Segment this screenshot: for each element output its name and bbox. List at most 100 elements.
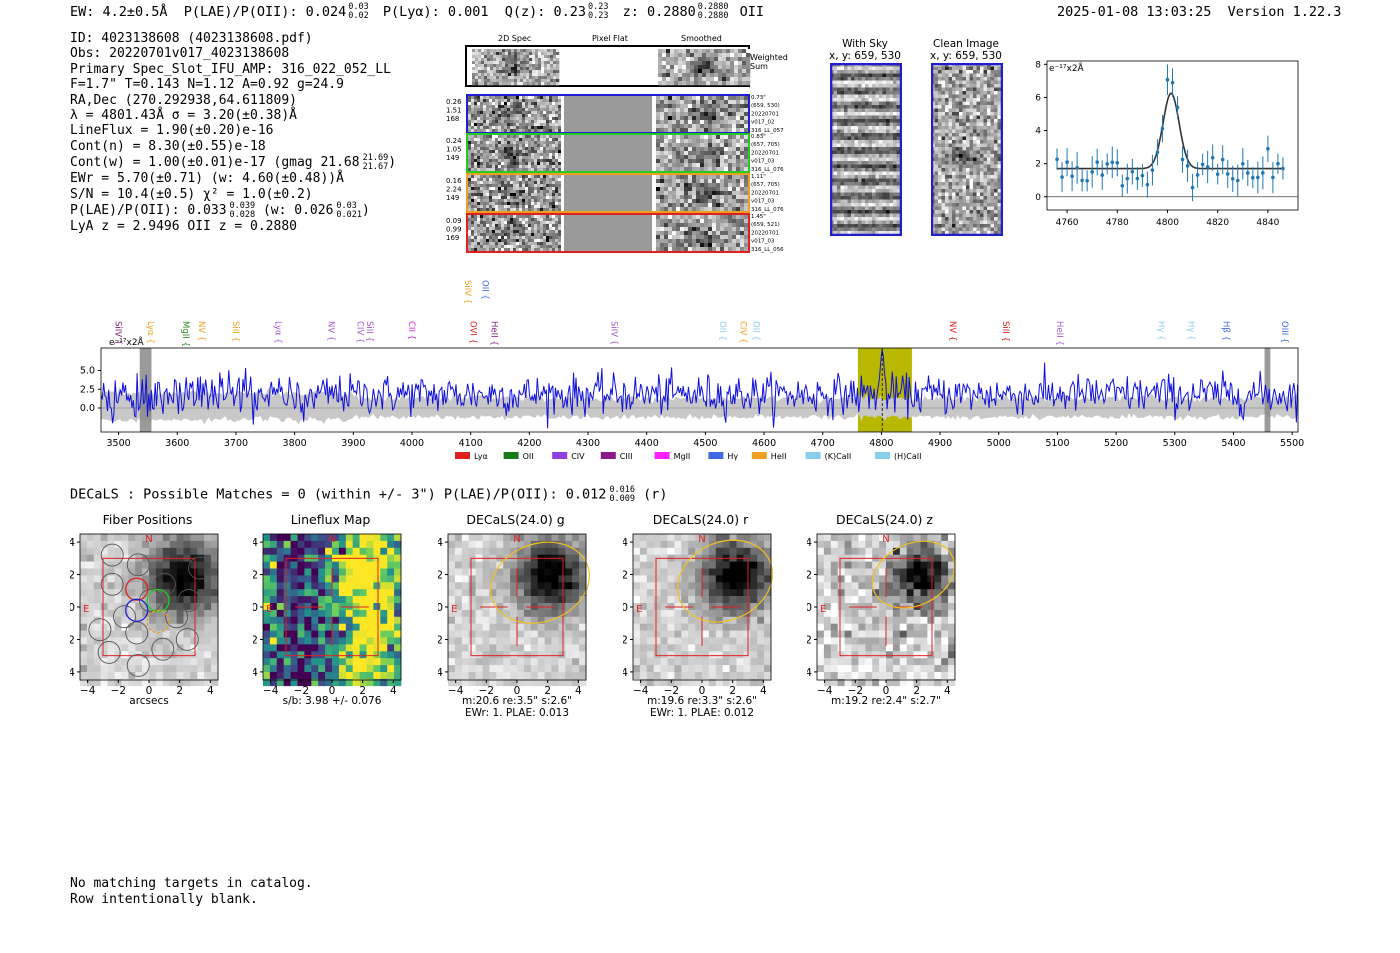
spec-row-right-label: 316_LL_057 — [751, 128, 784, 134]
spec-row-right-label: 20220701 — [751, 150, 779, 156]
info-plae-w-lo: 0.021 — [336, 209, 363, 220]
spec-row-right-label: 20220701 — [751, 230, 779, 236]
zoom-data-point — [1160, 126, 1165, 131]
header-qz-hi: 0.23 — [587, 2, 609, 12]
panel-y-tick-label: -4 — [70, 667, 75, 679]
zoom-data-point — [1271, 175, 1275, 180]
spec-row-right-label: 20220701 — [751, 190, 779, 196]
full-line-label: OII { — [751, 321, 761, 341]
decals-panel-image: N E −4 -4 −2 -2 0 0 2 2 4 4 — [70, 533, 219, 697]
header-qz: Q(z): 0.23 — [504, 4, 586, 20]
panel-x-tick-label: 0 — [883, 685, 890, 697]
compass-n: N — [328, 534, 335, 545]
spec-row-left-label: 1.05 — [446, 146, 462, 154]
decals-summary-lo: 0.009 — [609, 493, 636, 504]
info-id: ID: 4023138608 (4023138608.pdf) — [70, 31, 313, 46]
spectra-panel: 2D Spec Pixel Flat Smoothed Weighted Sum … — [440, 32, 800, 257]
legend-swatch — [503, 452, 519, 459]
full-upper-label: OII { — [479, 280, 489, 300]
full-x-tick-label: 3800 — [283, 438, 307, 449]
zoom-data-point — [1120, 183, 1125, 188]
aperture-box — [839, 557, 933, 657]
aperture-box — [470, 557, 564, 657]
zoom-x-tick-label: 4840 — [1256, 218, 1279, 228]
info-fiber-params: F=1.7" T=0.143 N=1.12 A=0.92 g=24.9 — [70, 77, 344, 93]
header-bar: EW: 4.2±0.5Å P(LAE)/P(OII): 0.024 0.03 0.0… — [70, 3, 764, 21]
header-z-hi: 0.2880 — [697, 2, 729, 12]
spec-row-right-label: 316_LL_076 — [751, 207, 784, 213]
fiber-circle — [175, 627, 199, 651]
full-line-label: OIII { — [1279, 321, 1289, 343]
zoom-data-point — [1170, 80, 1175, 85]
zoom-data-point — [1246, 171, 1250, 175]
fiber-circle — [151, 637, 175, 661]
spec-row-left-label: 0.24 — [446, 137, 462, 145]
panel-x-tick-label: 0 — [146, 685, 153, 697]
panel-y-tick-label: -2 — [438, 634, 443, 646]
full-x-tick-label: 5400 — [1221, 438, 1245, 449]
fiber-circle — [126, 553, 150, 577]
full-line-label: SiII { — [364, 321, 374, 342]
spec-row-right-label: 0.73" — [751, 95, 766, 101]
panel-y-tick-label: 0 — [807, 602, 812, 614]
full-x-tick-label: 5100 — [1045, 438, 1069, 449]
footer-line-1: No matching targets in catalog. — [70, 876, 313, 891]
spec-row-right-label: 1.45" — [751, 214, 766, 220]
full-line-label: NV { — [326, 321, 336, 341]
legend-swatch — [708, 452, 724, 459]
decals-summary-hi: 0.016 — [609, 485, 636, 495]
full-x-tick-label: 4500 — [693, 438, 717, 449]
info-ewr: EWr = 5.70(±0.71) (w: 4.60(±0.48))Å — [70, 171, 344, 187]
legend-label: (K)CaII — [825, 452, 852, 461]
source-ellipse — [490, 541, 590, 624]
zoom-data-point — [1075, 165, 1079, 170]
header-z-lo: 0.2880 — [697, 11, 729, 21]
cutout-frame — [830, 63, 902, 236]
spec-row-frame — [466, 173, 750, 213]
legend-swatch — [600, 452, 616, 459]
panel-x-tick-label: 2 — [176, 685, 183, 697]
panel-y-tick-label: 2 — [253, 570, 258, 582]
panel-y-tick-label: 2 — [438, 570, 443, 582]
legend-swatch — [805, 452, 821, 459]
spec-row-right-label: 0.83" — [751, 134, 766, 140]
legend-label: Lyα — [474, 452, 488, 461]
panel-x-tick-label: −2 — [479, 685, 494, 697]
decals-panel-image: N E −4 -4 −2 -2 0 0 2 2 4 4 — [253, 533, 402, 697]
decals-panel-title: DECaLS(24.0) g — [466, 512, 565, 527]
full-x-tick-label: 3600 — [165, 438, 189, 449]
legend-swatch — [455, 452, 470, 459]
panel-y-tick-label: 4 — [807, 537, 812, 549]
full-line-label: SiIV { — [113, 321, 123, 345]
spec-row-right-label: (659, 530) — [751, 103, 780, 109]
header-timestamp-block: 2025-01-08 13:03:25 Version 1.22.3 — [1057, 4, 1341, 20]
full-line-label: HeII { — [1054, 321, 1064, 346]
panel-x-tick-label: 4 — [944, 685, 951, 697]
aperture-box — [285, 557, 379, 657]
zoom-y-tick-label: 6 — [1035, 93, 1041, 103]
fiber-circle — [126, 653, 150, 677]
zoom-data-point — [1080, 178, 1084, 183]
spec-row-frame — [466, 133, 750, 173]
header-plae-hi: 0.03 — [348, 2, 369, 12]
spec-row-right-label: v017_02 — [751, 120, 775, 126]
spec-header-smoothed: Smoothed — [681, 34, 722, 43]
spec-row-left-label: 168 — [446, 115, 459, 123]
info-primary-spec: Primary Spec_Slot_IFU_AMP: 316_022_052_L… — [70, 61, 391, 77]
spec-row-right-label: (657, 705) — [751, 142, 780, 148]
zoom-data-point — [1125, 176, 1130, 181]
info-block: ID: 4023138608 (4023138608.pdf) Obs: 202… — [70, 31, 396, 234]
zoom-x-tick-label: 4780 — [1106, 218, 1129, 228]
full-line-label: NV { — [947, 321, 957, 341]
zoom-x-tick-label: 4760 — [1056, 218, 1079, 228]
zoom-data-point — [1205, 165, 1210, 169]
source-ellipse — [871, 540, 956, 609]
full-y-tick-label: 2.5 — [80, 384, 95, 395]
full-x-tick-label: 4800 — [869, 438, 893, 449]
compass-e: E — [636, 604, 642, 615]
zoom-y-tick-label: 0 — [1035, 193, 1041, 203]
decals-panel-caption: EWr: 1. PLAE: 0.013 — [464, 707, 570, 719]
panel-y-tick-label: 4 — [253, 537, 258, 549]
spec-row-right-label: 316_LL_056 — [751, 247, 784, 253]
